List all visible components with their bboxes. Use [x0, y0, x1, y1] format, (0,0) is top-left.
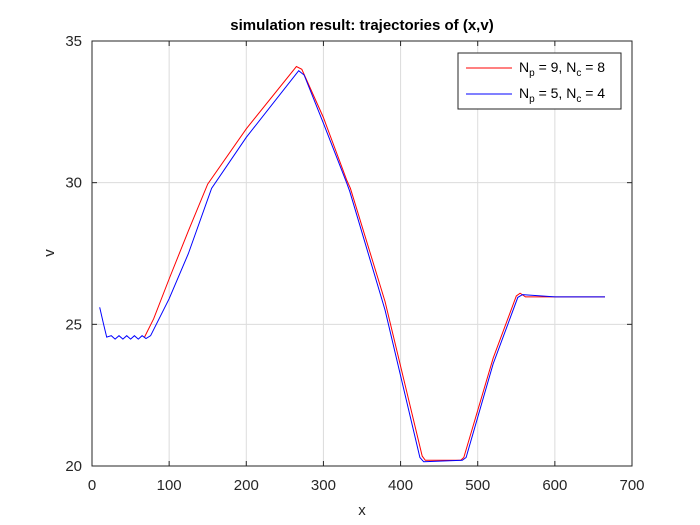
plot-frame — [91, 40, 633, 467]
y-tick-label: 25 — [65, 316, 82, 333]
y-axis-label: v — [41, 249, 58, 257]
x-tick-label: 400 — [388, 477, 413, 494]
series-line-2 — [99, 69, 605, 463]
plot-area — [92, 41, 632, 466]
y-tick-label: 30 — [65, 175, 82, 192]
x-tick-label: 200 — [234, 477, 259, 494]
y-tick-label: 35 — [65, 33, 82, 50]
x-tick-label: 700 — [619, 477, 644, 494]
x-tick-label: 600 — [542, 477, 567, 494]
legend-label-1: Np = 9, Nc = 8 — [519, 59, 605, 79]
x-tick-label: 100 — [157, 477, 182, 494]
x-tick-label: 0 — [88, 477, 96, 494]
series-layer — [99, 65, 605, 463]
ticks — [91, 40, 633, 467]
legend: Np = 9, Nc = 8 Np = 5, Nc = 4 — [457, 52, 622, 110]
x-tick-label: 300 — [311, 477, 336, 494]
x-tick-label: 500 — [465, 477, 490, 494]
x-axis-label: x — [358, 502, 366, 519]
legend-box — [457, 52, 622, 110]
tick-labels: 0 100 200 300 400 500 600 700 20 25 30 35 — [65, 33, 644, 494]
chart-title: simulation result: trajectories of (x,v) — [230, 17, 493, 34]
y-tick-label: 20 — [65, 458, 82, 475]
legend-label-2: Np = 5, Nc = 4 — [519, 85, 605, 105]
series-line-1 — [144, 65, 605, 461]
